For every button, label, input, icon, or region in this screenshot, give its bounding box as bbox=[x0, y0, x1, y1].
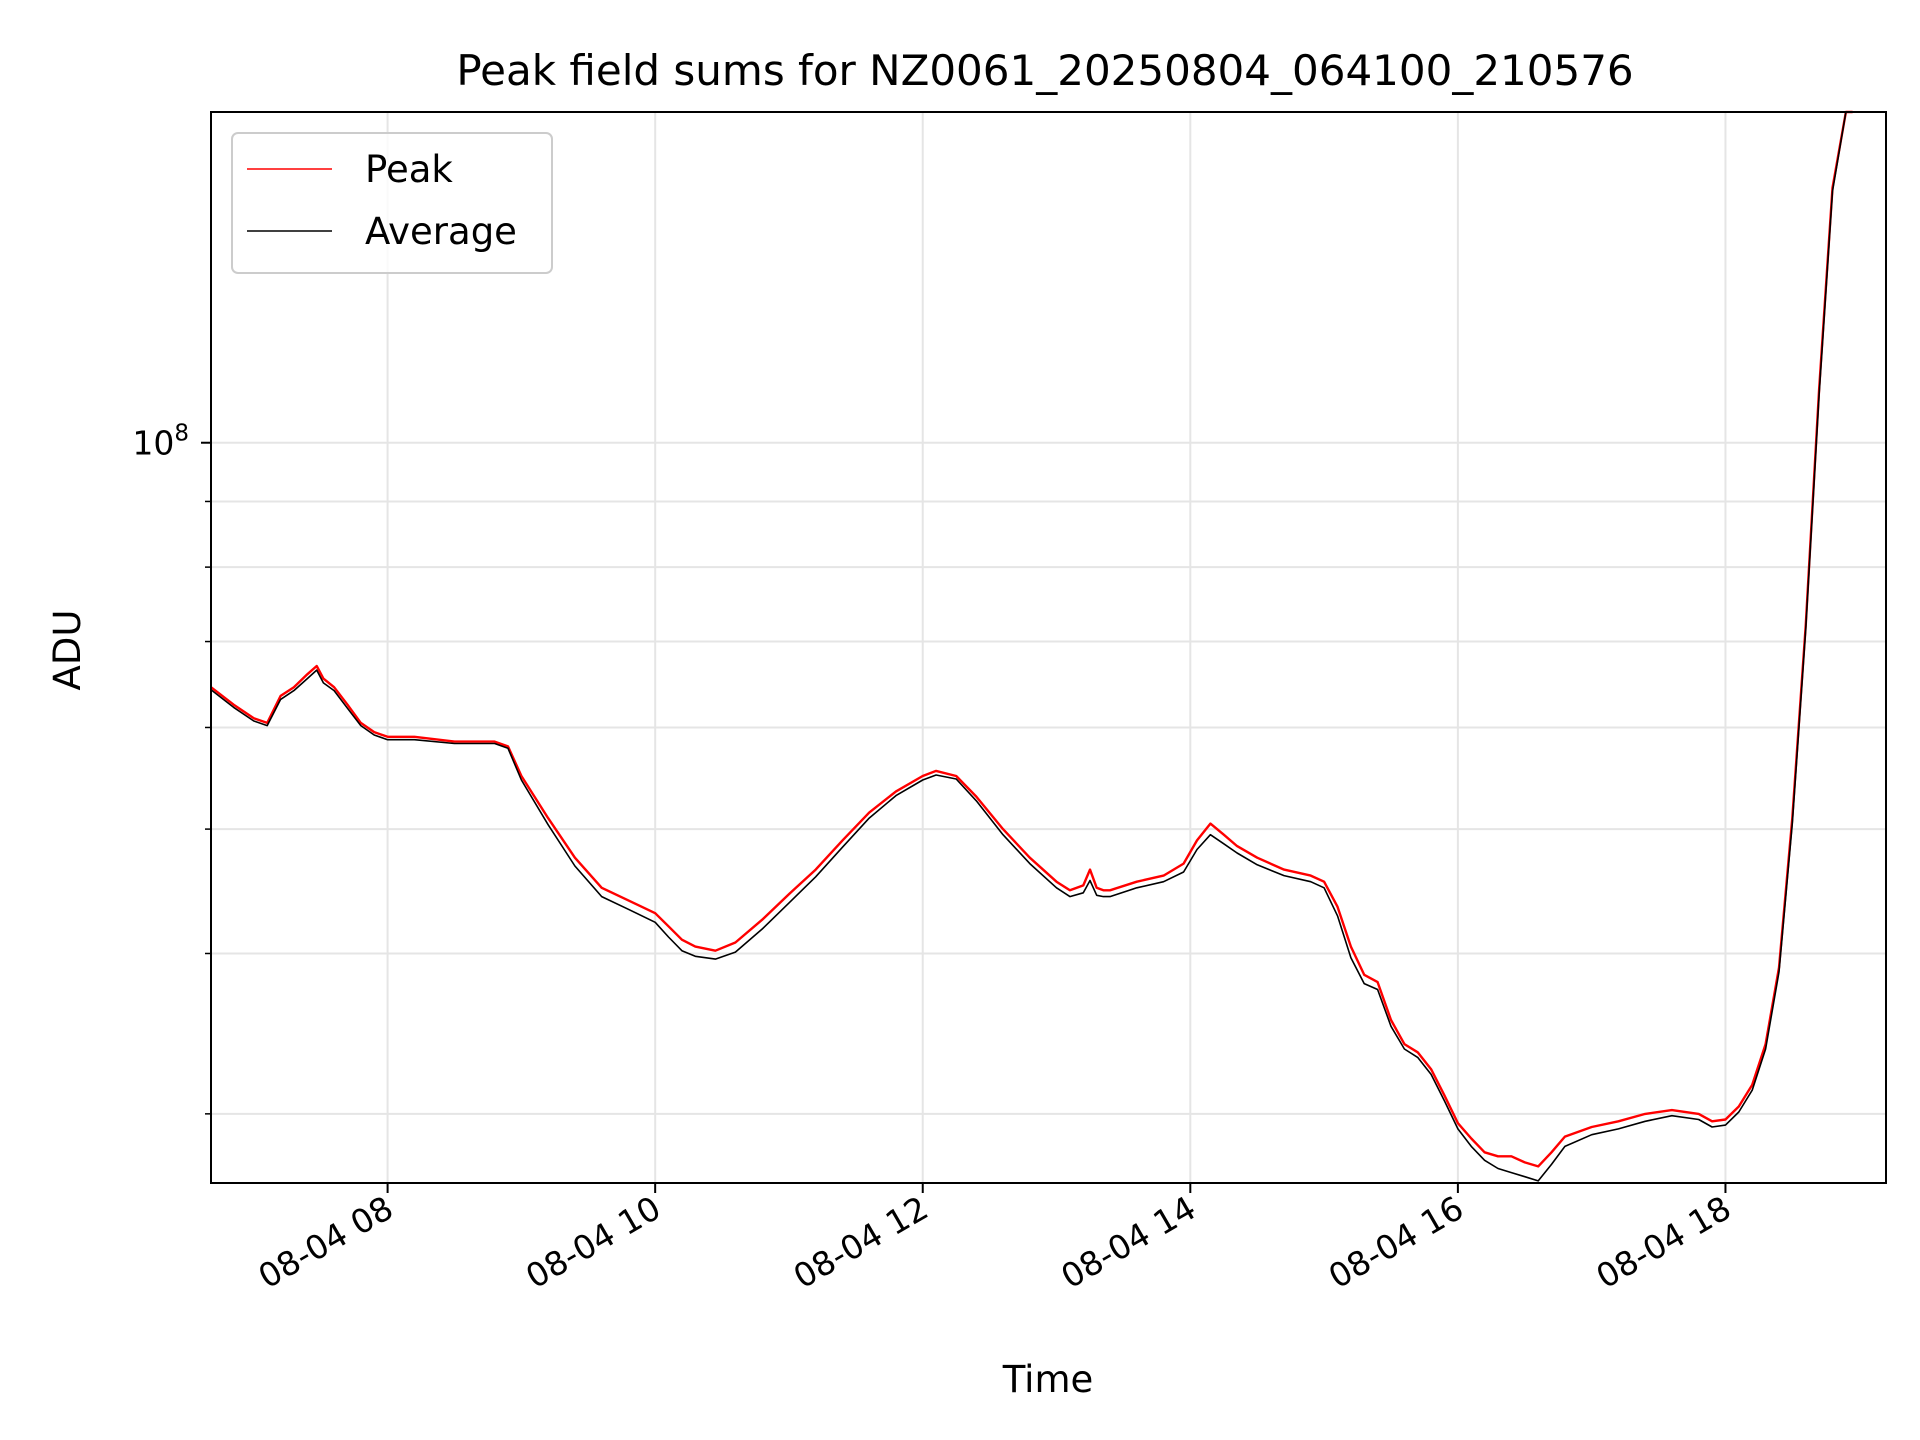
chart-title: Peak field sums for NZ0061_20250804_0641… bbox=[456, 46, 1633, 95]
legend-box bbox=[231, 132, 553, 274]
series-layer bbox=[210, 110, 1853, 1182]
plot-frame bbox=[210, 111, 1887, 1184]
series-line-average bbox=[210, 111, 1853, 1182]
y-axis: 108 bbox=[132, 421, 211, 1115]
x-axis-label: Time bbox=[1002, 1358, 1094, 1401]
y-tick-label: 108 bbox=[132, 421, 189, 463]
grid bbox=[211, 112, 1886, 1183]
legend: Peak Average bbox=[231, 132, 553, 274]
legend-label-peak: Peak bbox=[365, 148, 453, 191]
legend-label-average: Average bbox=[365, 210, 517, 253]
y-axis-label: ADU bbox=[46, 610, 89, 691]
series-line-peak bbox=[210, 110, 1853, 1168]
